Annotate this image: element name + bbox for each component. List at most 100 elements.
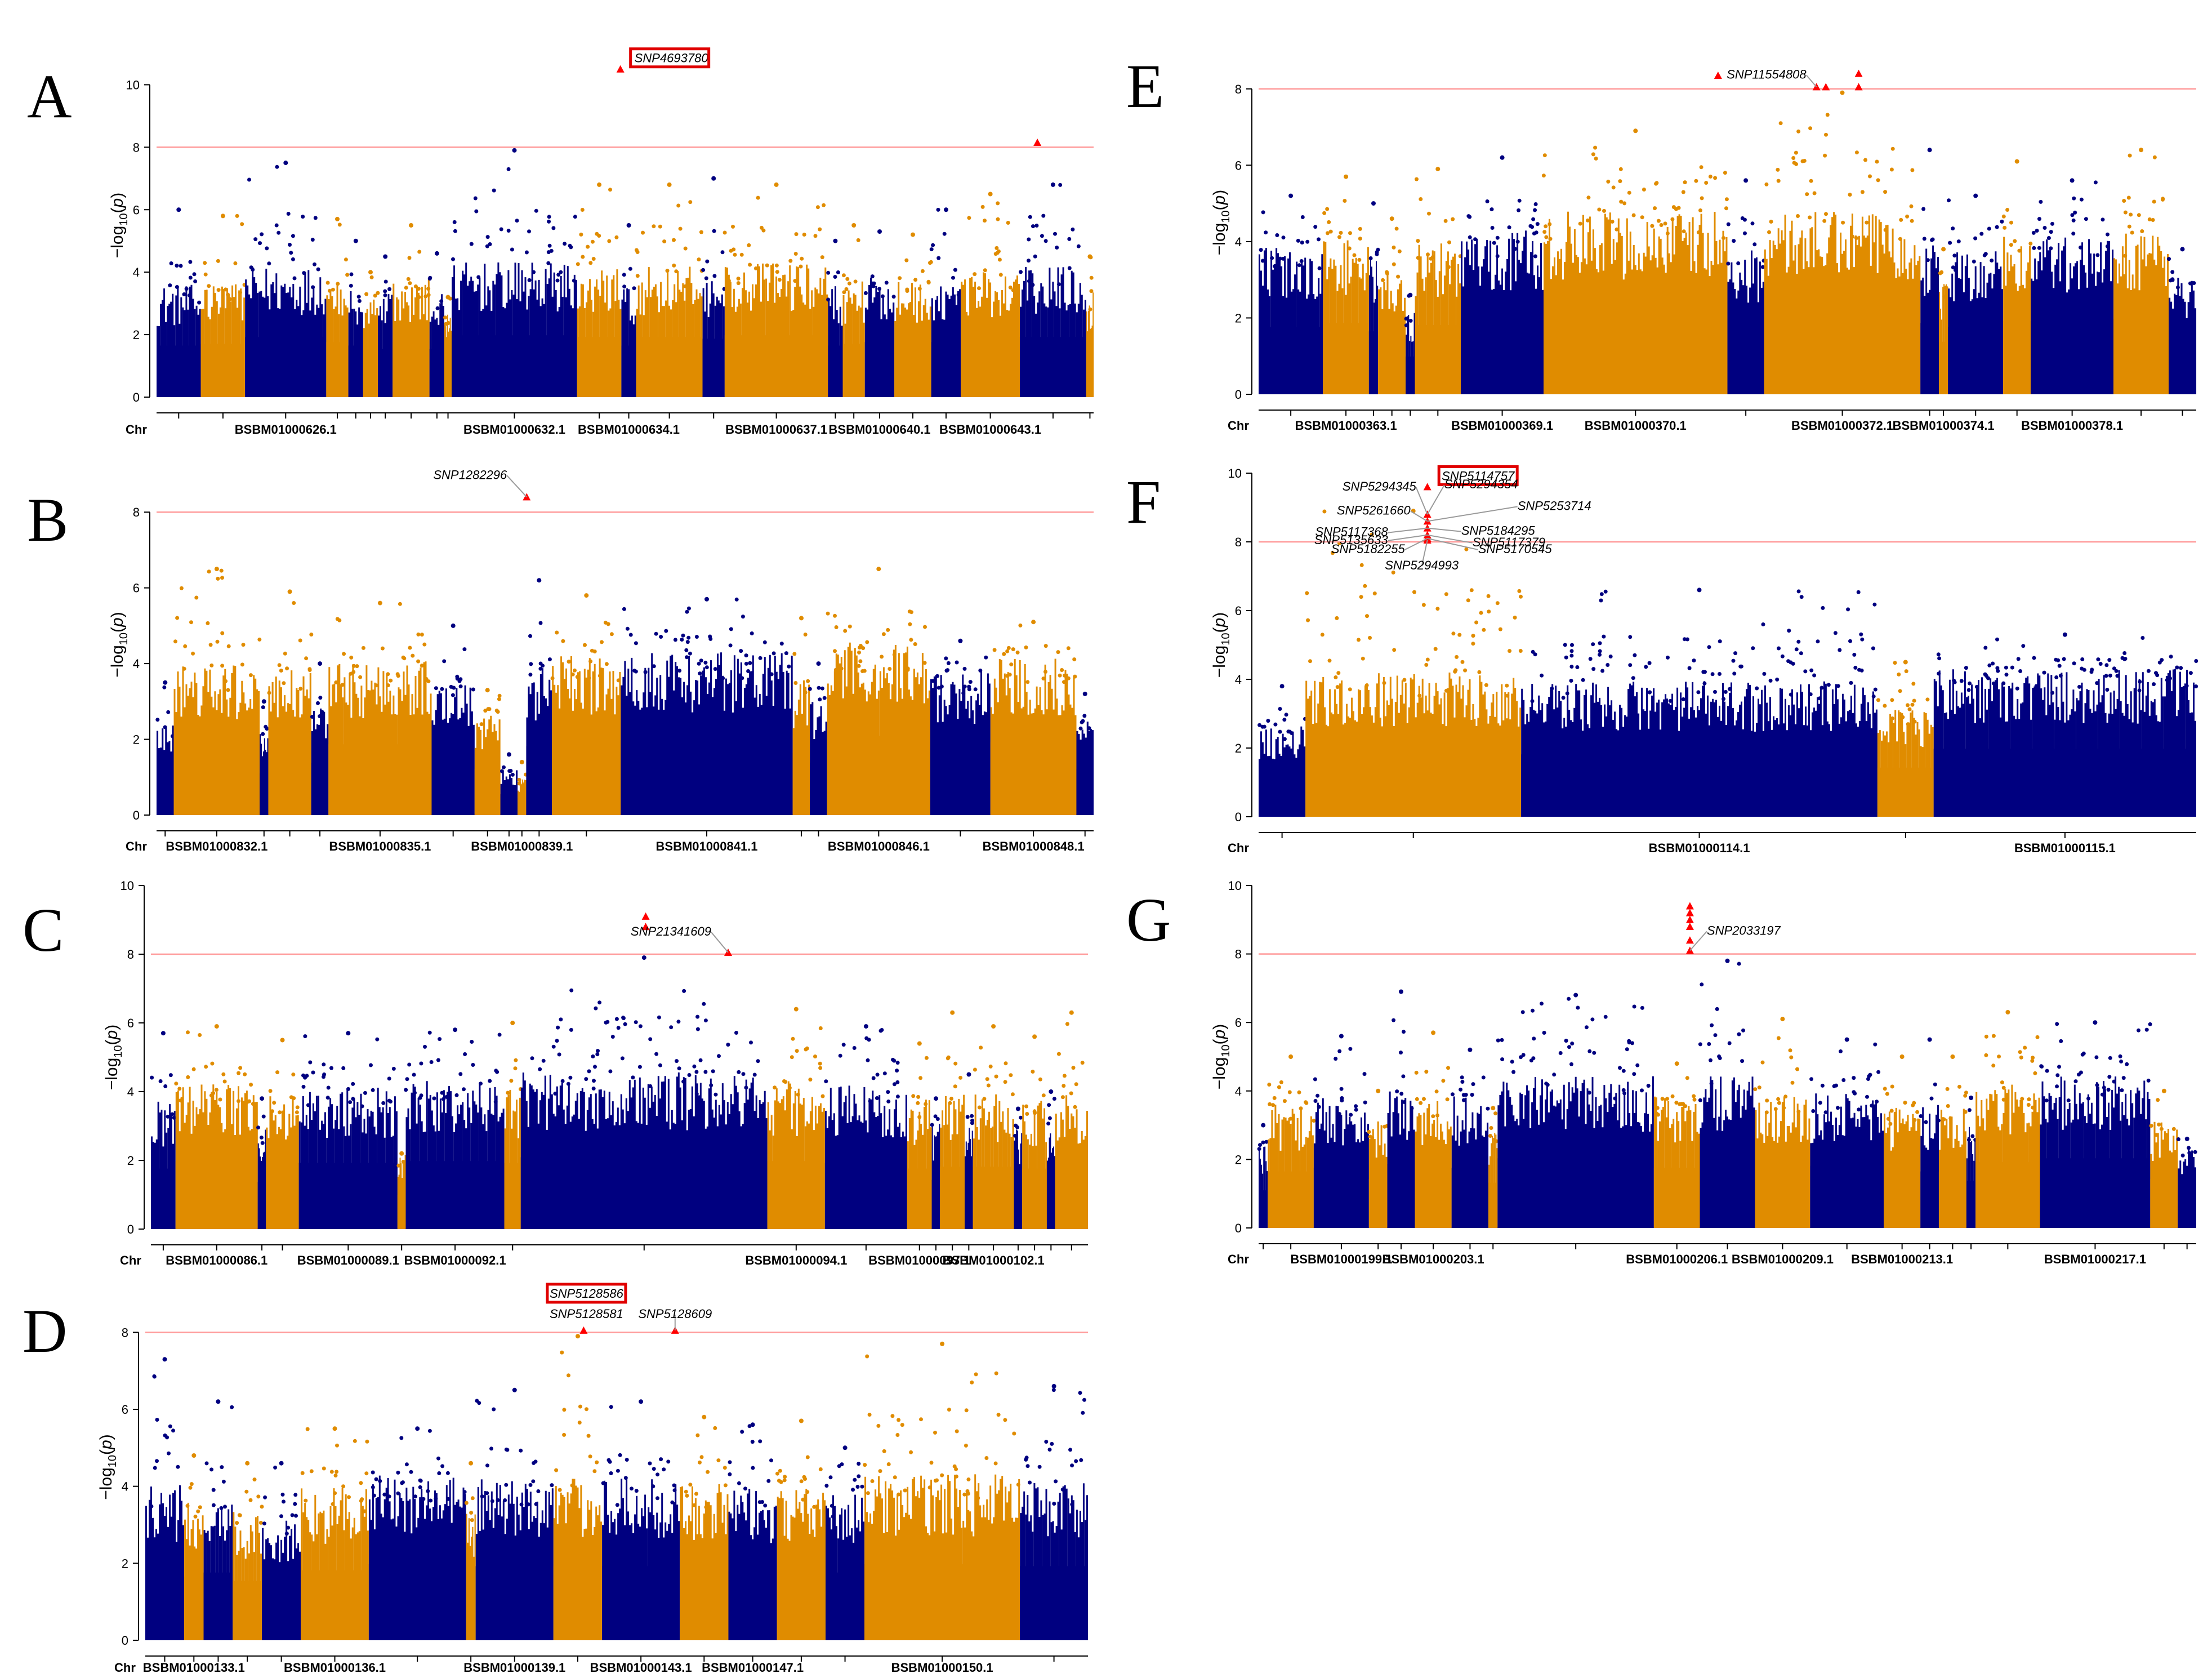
chromosome-segment (300, 1426, 369, 1640)
peak-snp-point (799, 1418, 804, 1423)
snp-point (316, 701, 320, 705)
snp-point (1819, 686, 1824, 690)
snp-point (662, 239, 667, 244)
snp-point (1826, 683, 1831, 687)
snp-point (303, 1075, 307, 1080)
snp-point (1415, 1097, 1419, 1101)
snp-point (726, 279, 731, 283)
snp-point (1576, 1005, 1580, 1010)
snp-column (1014, 1129, 1023, 1229)
snp-point (717, 1054, 721, 1058)
snp-point (1327, 658, 1332, 663)
snp-point (1533, 202, 1538, 206)
snp-point (483, 709, 488, 713)
panel-letter: G (1126, 885, 1171, 954)
snp-point (408, 281, 412, 286)
snp-point (1919, 1114, 1923, 1118)
snp-point (992, 648, 997, 652)
snp-point (1515, 239, 1520, 244)
snp-point (441, 1097, 445, 1101)
snp-point (643, 670, 648, 674)
snp-point (1899, 217, 1903, 222)
snp-point (1320, 633, 1324, 637)
snp-column (2040, 1076, 2151, 1228)
peak-snp-point (346, 1031, 351, 1036)
snp-point (933, 1430, 937, 1435)
snp-point (1773, 1107, 1778, 1111)
snp-column (203, 1505, 233, 1640)
snp-point (1760, 265, 1765, 269)
snp-point (1822, 219, 1827, 223)
snp-point (311, 285, 315, 290)
chromosome-segment (1938, 247, 1948, 394)
snp-point (1495, 254, 1500, 259)
snp-point (609, 1471, 613, 1475)
snp-point (1726, 261, 1731, 266)
snp-column (2031, 237, 2114, 394)
snp-point (485, 1491, 489, 1495)
snp-point (1358, 237, 1362, 241)
snp-point (288, 243, 292, 247)
y-tick-label: 4 (1235, 235, 1242, 249)
snp-point (701, 268, 706, 272)
snp-point (1764, 182, 1769, 186)
snp-point (778, 1468, 782, 1473)
snp-point (848, 624, 852, 629)
snp-point (1984, 1034, 1988, 1039)
snp-point (1416, 256, 1420, 260)
snp-column (1387, 1091, 1415, 1228)
snp-point (625, 1458, 629, 1462)
snp-point (189, 620, 193, 625)
snp-point (931, 679, 935, 683)
peak-snp-point (1780, 1017, 1785, 1022)
snp-point (462, 1087, 466, 1092)
chromosome-segment (2149, 1088, 2178, 1228)
snp-point (1354, 1104, 1358, 1109)
snp-point (1015, 1125, 1019, 1129)
snp-point (702, 1002, 706, 1006)
snp-point (2094, 1055, 2099, 1060)
snp-point (337, 222, 342, 227)
snp-column (518, 779, 527, 815)
snp-point (538, 661, 543, 666)
snp-point (1408, 318, 1413, 323)
snp-point (426, 293, 431, 297)
snp-point (541, 1058, 546, 1063)
snp-point (1618, 167, 1623, 171)
snp-point (304, 656, 309, 661)
snp-point (1288, 1116, 1293, 1121)
snp-point (1339, 230, 1343, 235)
snp-point (616, 1468, 620, 1473)
chromosome-segment (256, 1096, 266, 1229)
snp-point (1268, 1102, 1272, 1106)
snp-label: SNP5117379 (1473, 535, 1545, 549)
y-tick-label: 2 (127, 1154, 134, 1168)
snp-point (699, 658, 703, 663)
snp-point (182, 292, 186, 296)
snp-column (2113, 233, 2169, 394)
y-tick-label: 8 (133, 505, 140, 519)
snp-point (1665, 231, 1670, 235)
snp-point (316, 267, 320, 271)
chromosome-segment (1313, 1034, 1369, 1228)
snp-point (1732, 239, 1736, 243)
significant-snp-marker (1685, 909, 1694, 916)
snp-column (2178, 1148, 2196, 1228)
snp-point (408, 646, 412, 650)
snp-point (588, 1454, 592, 1459)
snp-point (616, 1026, 621, 1030)
snp-point (360, 1104, 364, 1109)
chromosome-segment (621, 597, 793, 815)
snp-point (585, 1407, 588, 1412)
snp-point (519, 1502, 524, 1507)
x-tick-label: BSBM01000640.1 (829, 422, 931, 437)
snp-point (340, 683, 345, 687)
snp-point (1925, 258, 1930, 262)
snp-point (723, 230, 727, 235)
snp-point (517, 777, 521, 782)
snp-point (853, 279, 858, 284)
peak-snp-point (160, 1031, 166, 1036)
snp-point (929, 247, 934, 252)
snp-point (1505, 693, 1510, 698)
snp-point (1707, 645, 1711, 649)
